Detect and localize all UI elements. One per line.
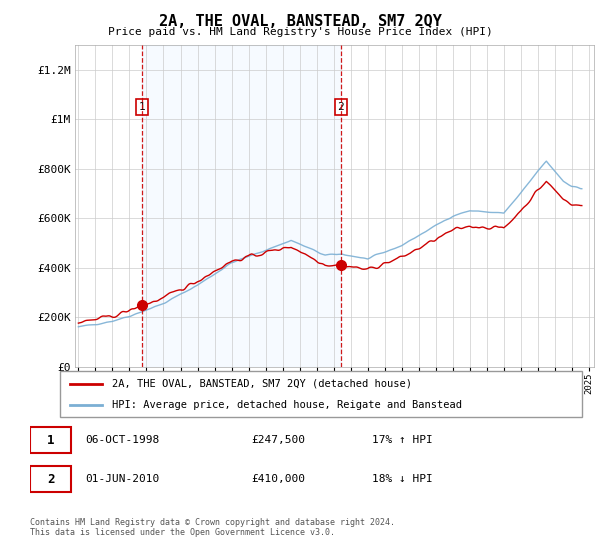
Text: 2: 2 xyxy=(337,102,344,112)
Text: 2A, THE OVAL, BANSTEAD, SM7 2QY: 2A, THE OVAL, BANSTEAD, SM7 2QY xyxy=(158,14,442,29)
Text: 2A, THE OVAL, BANSTEAD, SM7 2QY (detached house): 2A, THE OVAL, BANSTEAD, SM7 2QY (detache… xyxy=(112,379,412,389)
FancyBboxPatch shape xyxy=(30,427,71,453)
Text: 2: 2 xyxy=(47,473,55,486)
Bar xyxy=(142,45,341,367)
Text: HPI: Average price, detached house, Reigate and Banstead: HPI: Average price, detached house, Reig… xyxy=(112,400,462,410)
FancyBboxPatch shape xyxy=(30,466,71,492)
FancyBboxPatch shape xyxy=(60,371,582,417)
Text: 1: 1 xyxy=(47,433,55,447)
Text: Price paid vs. HM Land Registry's House Price Index (HPI): Price paid vs. HM Land Registry's House … xyxy=(107,27,493,37)
Text: Contains HM Land Registry data © Crown copyright and database right 2024.
This d: Contains HM Land Registry data © Crown c… xyxy=(30,518,395,538)
Text: £410,000: £410,000 xyxy=(251,474,305,484)
Text: 01-JUN-2010: 01-JUN-2010 xyxy=(85,474,160,484)
Text: £247,500: £247,500 xyxy=(251,435,305,445)
Text: 18% ↓ HPI: 18% ↓ HPI xyxy=(372,474,433,484)
Text: 17% ↑ HPI: 17% ↑ HPI xyxy=(372,435,433,445)
Text: 06-OCT-1998: 06-OCT-1998 xyxy=(85,435,160,445)
Text: 1: 1 xyxy=(139,102,146,112)
